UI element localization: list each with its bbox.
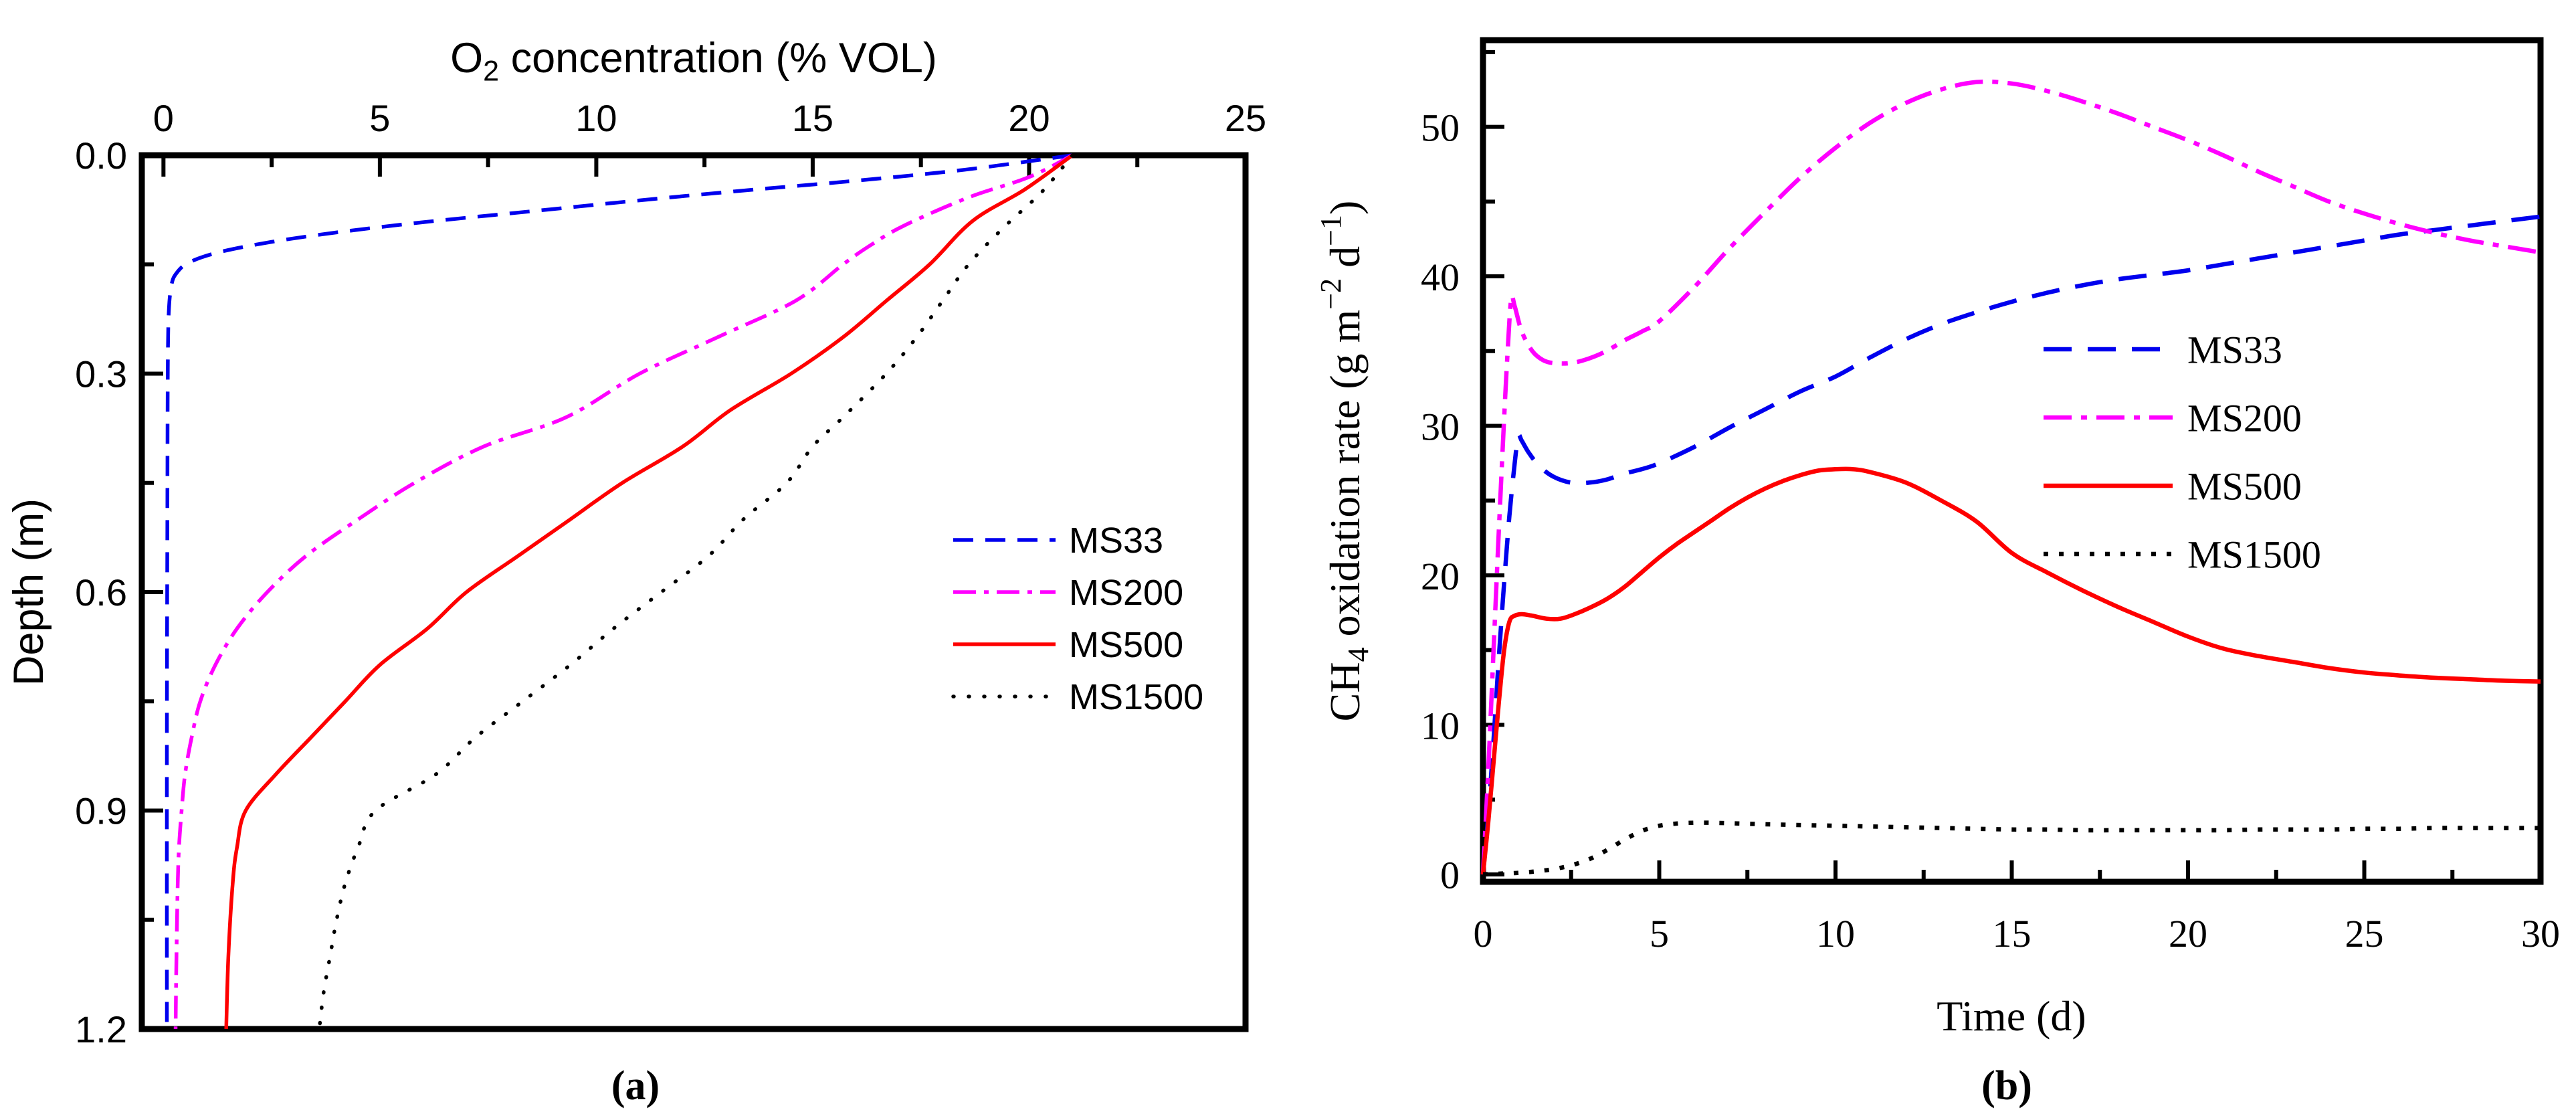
y-tick-label: 40 [1421, 256, 1460, 299]
x-tick-label: 25 [1225, 97, 1266, 139]
caption-b: (b) [1981, 1063, 2032, 1109]
axis-ticks [142, 153, 1248, 1031]
x-axis-title: O2 concentration (% VOL) [450, 35, 937, 88]
series-line-MS33 [165, 153, 1073, 1030]
panel-a-chart: 0 5 10 15 20 25 0.0 0.3 0.6 0.9 1.2 O2 concentratio… [5, 35, 1266, 1050]
x-tick-label: 30 [2521, 912, 2560, 955]
series-line-MS500 [1480, 466, 2541, 875]
y-axis-title: CH4 oxidation rate (g m−2 d−1) [1314, 201, 1375, 722]
legend-label-MS1500: MS1500 [1069, 677, 1203, 717]
x-tick-label: 20 [1008, 97, 1050, 139]
series-line-MS33 [1480, 214, 2541, 875]
legend-label-MS200: MS200 [2187, 396, 2302, 440]
y-tick-label: 50 [1421, 106, 1460, 149]
x-tick-label: 15 [792, 97, 833, 139]
legend-label-MS500: MS500 [2187, 464, 2302, 508]
caption-a: (a) [611, 1063, 660, 1109]
y-tick-label: 0.9 [75, 790, 127, 832]
series-line-MS1500 [1482, 820, 2541, 877]
x-tick-label: 20 [2169, 912, 2207, 955]
y-tick-label: 1.2 [75, 1008, 127, 1050]
legend: MS33 MS200 MS500 MS1500 [951, 521, 1203, 717]
x-tick-label: 0 [153, 97, 174, 139]
y-tick-label: 0.0 [75, 134, 127, 177]
legend-label-MS200: MS200 [1069, 573, 1183, 613]
y-tick-label: 0.6 [75, 571, 127, 614]
panel-b-chart: 0 5 10 15 20 25 30 0 10 20 30 40 50 Time (d) CH4 oxida… [1314, 37, 2560, 1040]
series-line-MS500 [224, 153, 1074, 1030]
series-line-MS200 [173, 153, 1074, 1030]
series-line-MS200 [1480, 79, 2541, 874]
x-tick-label: 5 [369, 97, 390, 139]
x-tick-label: 5 [1650, 912, 1669, 955]
y-tick-label: 10 [1421, 704, 1460, 747]
plot-frame [1480, 37, 2544, 885]
y-tick-label: 20 [1421, 555, 1460, 598]
y-tick-label: 30 [1421, 405, 1460, 448]
x-tick-label: 0 [1474, 912, 1493, 955]
legend-label-MS33: MS33 [2187, 328, 2282, 371]
x-tick-label: 15 [1993, 912, 2032, 955]
legend: MS33 MS200 MS500 MS1500 [2044, 328, 2321, 576]
y-tick-label: 0 [1440, 854, 1460, 897]
x-tick-label: 10 [1816, 912, 1855, 955]
x-tick-label: 25 [2345, 912, 2384, 955]
legend-label-MS500: MS500 [1069, 625, 1183, 665]
y-tick-label: 0.3 [75, 353, 127, 395]
legend-label-MS33: MS33 [1069, 521, 1163, 561]
x-axis-title: Time (d) [1937, 992, 2086, 1040]
x-tick-label: 10 [575, 97, 617, 139]
legend-label-MS1500: MS1500 [2187, 533, 2321, 576]
y-axis-title: Depth (m) [5, 498, 52, 686]
